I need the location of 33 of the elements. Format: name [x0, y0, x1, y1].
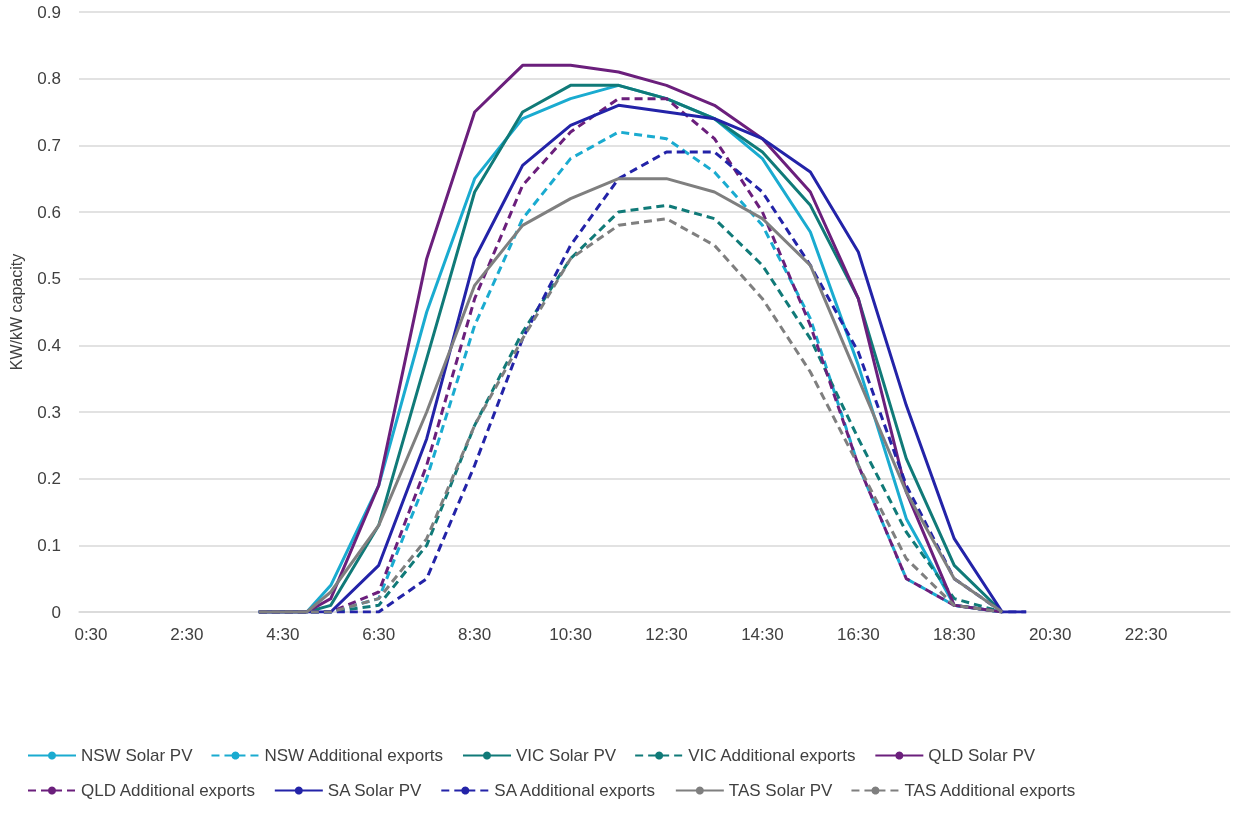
legend-label: TAS Solar PV: [728, 781, 834, 800]
y-tick-label: 0: [51, 602, 61, 622]
y-tick-label: 0.6: [37, 202, 61, 222]
y-tick-label: 0.1: [37, 535, 61, 555]
y-axis-title: KW/kW capacity: [7, 253, 25, 371]
x-tick-label: 16:30: [837, 625, 880, 644]
legend-label: VIC Solar PV: [515, 746, 617, 765]
legend-label: VIC Additional exports: [688, 746, 856, 765]
legend-label: QLD Additional exports: [81, 781, 255, 800]
x-tick-label: 18:30: [932, 625, 976, 644]
y-tick-label: 0.7: [37, 135, 61, 155]
x-tick-label: 10:30: [549, 625, 592, 644]
x-tick-label: 0:30: [74, 625, 108, 644]
x-tick-label: 4:30: [266, 625, 300, 644]
y-tick-label: 0.8: [37, 69, 61, 89]
legend-label: TAS Additional exports: [904, 781, 1076, 800]
y-tick-label: 0.9: [37, 2, 61, 22]
legend-label: NSW Solar PV: [81, 746, 194, 765]
x-tick-label: 2:30: [170, 625, 204, 644]
x-tick-label: 6:30: [362, 625, 396, 644]
legend-label: NSW Additional exports: [264, 746, 444, 765]
y-tick-label: 0.3: [37, 402, 61, 422]
x-tick-label: 14:30: [741, 625, 784, 644]
legend-label: SA Additional exports: [494, 781, 655, 800]
y-tick-label: 0.5: [37, 269, 61, 289]
legend-label: QLD Solar PV: [928, 746, 1036, 765]
x-tick-label: 20:30: [1028, 625, 1072, 644]
x-tick-label: 12:30: [645, 625, 688, 644]
y-tick-label: 0.4: [37, 335, 61, 355]
x-tick-label: 8:30: [458, 625, 492, 644]
legend-label: SA Solar PV: [327, 781, 423, 800]
x-tick-label: 22:30: [1124, 625, 1168, 644]
y-tick-label: 0.2: [37, 469, 61, 489]
